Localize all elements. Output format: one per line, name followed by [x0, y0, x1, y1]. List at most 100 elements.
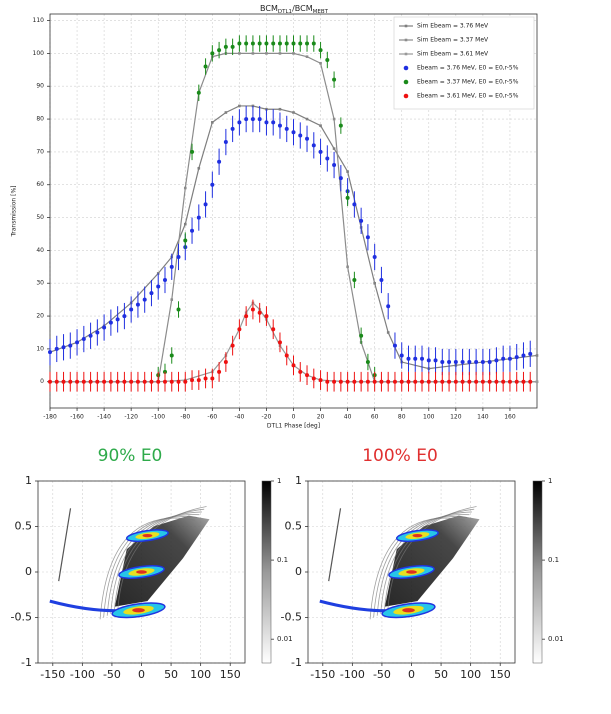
y-tick-label: 10	[36, 345, 44, 352]
colorbar-tick-label: 0.01	[548, 635, 564, 643]
data-point	[521, 379, 526, 384]
data-point	[271, 41, 276, 46]
legend-swatch	[403, 93, 409, 99]
data-point	[68, 343, 73, 348]
data-point	[142, 297, 147, 302]
y-tick-label: 0	[295, 565, 302, 578]
sim-marker	[346, 170, 349, 173]
sim-marker	[292, 52, 295, 55]
y-axis-label: Transmission [%]	[11, 185, 18, 237]
data-point	[359, 379, 364, 384]
data-point	[264, 41, 269, 46]
y-tick-label: 40	[36, 247, 44, 254]
legend-label: Ebeam = 3.37 MeV, E0 = E0,r-5%	[417, 79, 519, 86]
data-point	[372, 254, 377, 259]
data-point	[169, 379, 174, 384]
data-point	[474, 360, 479, 365]
y-tick-label: -0.5	[281, 611, 302, 624]
data-point	[291, 41, 296, 46]
blob-peak	[412, 533, 423, 538]
data-point	[156, 284, 161, 289]
x-tick-label: -100	[151, 414, 165, 421]
data-point	[284, 353, 289, 358]
data-point	[494, 358, 499, 363]
sim-marker	[332, 147, 336, 150]
density-fan	[384, 515, 480, 607]
data-point	[332, 379, 337, 384]
y-tick-label: 80	[36, 116, 44, 123]
data-point	[501, 379, 506, 384]
data-point	[183, 238, 188, 243]
data-point	[338, 379, 343, 384]
data-point	[203, 202, 208, 207]
data-point	[514, 379, 519, 384]
data-point	[176, 379, 181, 384]
title-part: DTL1	[278, 9, 292, 15]
data-point	[135, 302, 140, 307]
x-tick-label: 0	[408, 668, 415, 681]
data-point	[257, 41, 262, 46]
data-point	[379, 277, 384, 282]
data-point	[210, 376, 215, 381]
legend-swatch	[404, 24, 408, 28]
data-point	[392, 343, 397, 348]
data-point	[338, 123, 343, 128]
plot-frame	[49, 13, 538, 409]
y-tick-label: 110	[33, 17, 45, 24]
legend-swatch	[403, 65, 409, 71]
sim-marker	[278, 52, 282, 55]
x-axis-label: DTL1 Phase [deg]	[267, 423, 320, 430]
sim-marker	[238, 52, 241, 55]
x-tick-label: 0	[138, 668, 145, 681]
x-tick-label: 80	[398, 414, 406, 421]
data-point	[365, 235, 370, 240]
blob-peak	[136, 570, 147, 574]
data-point	[345, 379, 350, 384]
x-tick-label: 160	[504, 414, 516, 421]
data-point	[413, 356, 418, 361]
data-point	[135, 379, 140, 384]
data-point	[325, 379, 330, 384]
data-point	[129, 379, 134, 384]
data-point	[467, 360, 472, 365]
data-point	[440, 360, 445, 365]
data-point	[352, 379, 357, 384]
y-tick-label: 30	[36, 280, 44, 287]
x-tick-label: 150	[220, 668, 241, 681]
y-tick-label: 90	[36, 83, 44, 90]
x-tick-label: 140	[477, 414, 489, 421]
data-point	[210, 51, 215, 56]
data-point	[244, 314, 249, 319]
data-point	[190, 228, 195, 233]
data-point	[217, 369, 222, 374]
data-point	[399, 379, 404, 384]
data-point	[81, 379, 86, 384]
data-point	[250, 41, 255, 46]
data-point	[332, 77, 337, 82]
data-point	[420, 356, 425, 361]
data-point	[54, 379, 59, 384]
data-point	[298, 41, 303, 46]
data-point	[514, 355, 519, 360]
data-point	[149, 379, 154, 384]
data-point	[433, 379, 438, 384]
colorbar-tick-label: 0.1	[548, 556, 559, 564]
y-tick-label: 0.5	[285, 520, 303, 533]
x-tick-label: -160	[70, 414, 84, 421]
data-point	[365, 360, 370, 365]
data-point	[305, 373, 310, 378]
data-point	[447, 360, 452, 365]
x-tick-label: 40	[344, 414, 352, 421]
data-point	[311, 143, 316, 148]
data-point	[494, 379, 499, 384]
colorbar	[261, 480, 272, 664]
data-point	[359, 333, 364, 338]
data-point	[210, 182, 215, 187]
x-tick-label: -180	[43, 414, 57, 421]
data-point	[352, 202, 357, 207]
data-point	[237, 41, 242, 46]
data-point	[75, 379, 80, 384]
data-point	[183, 379, 188, 384]
data-point	[507, 356, 512, 361]
